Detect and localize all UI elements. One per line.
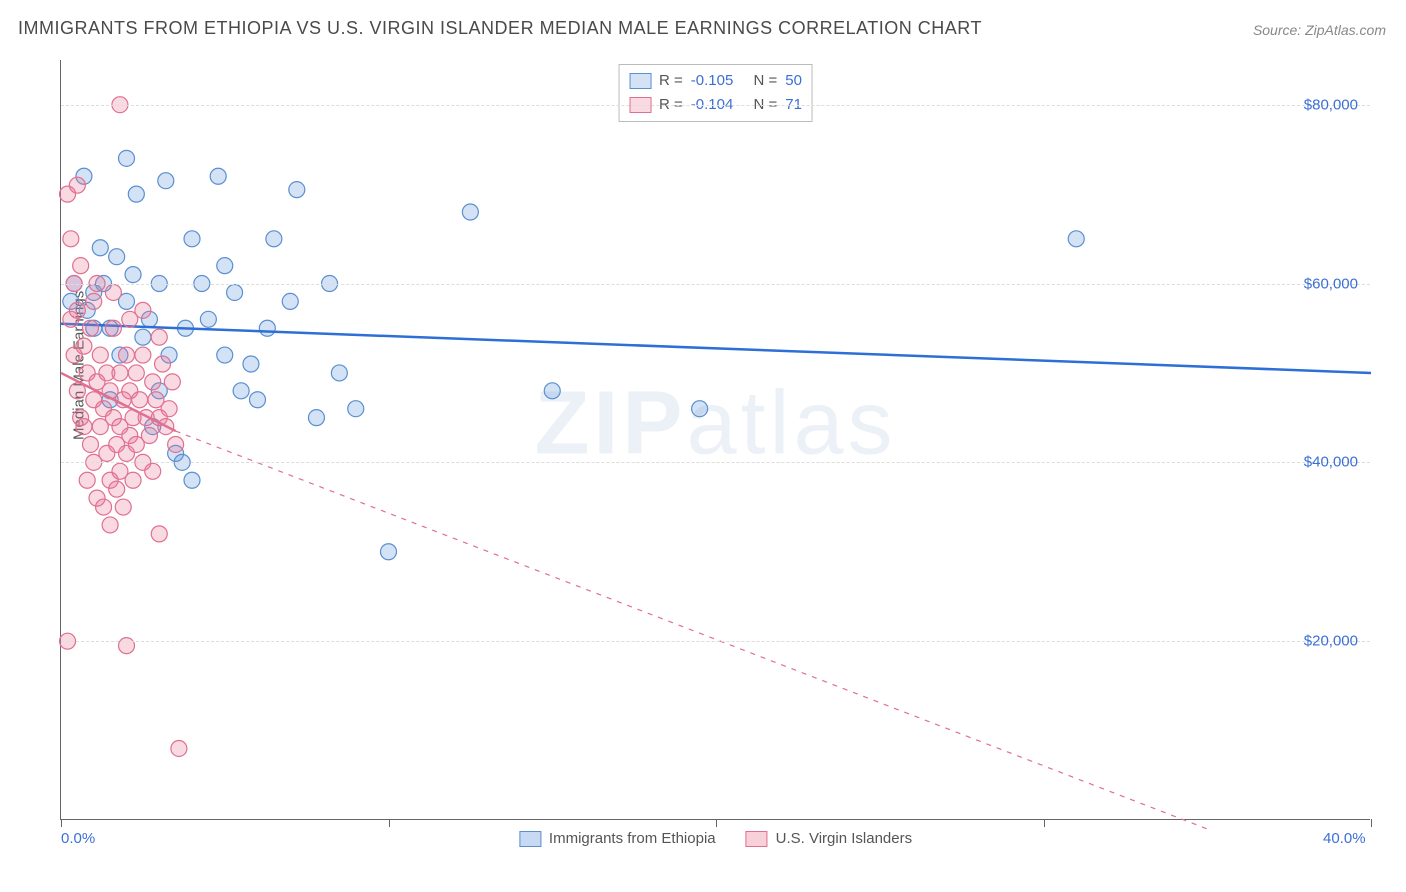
scatter-point <box>132 392 148 408</box>
scatter-point <box>151 329 167 345</box>
scatter-point <box>92 347 108 363</box>
scatter-point <box>1068 231 1084 247</box>
x-tick-label: 0.0% <box>61 830 95 847</box>
legend-item-2: U.S. Virgin Islanders <box>746 830 912 847</box>
gridline-h <box>61 284 1370 285</box>
scatter-point <box>151 526 167 542</box>
scatter-point <box>381 544 397 560</box>
scatter-point <box>692 401 708 417</box>
scatter-point <box>227 284 243 300</box>
gridline-h <box>61 641 1370 642</box>
scatter-point <box>125 472 141 488</box>
source-attribution: Source: ZipAtlas.com <box>1253 22 1386 38</box>
scatter-point <box>200 311 216 327</box>
scatter-point <box>135 329 151 345</box>
scatter-point <box>69 177 85 193</box>
scatter-point <box>73 258 89 274</box>
x-tick <box>716 819 717 827</box>
scatter-point <box>217 258 233 274</box>
x-tick <box>1044 819 1045 827</box>
scatter-point <box>79 472 95 488</box>
y-tick-label: $40,000 <box>1304 454 1358 471</box>
x-tick <box>389 819 390 827</box>
legend-label-1: Immigrants from Ethiopia <box>549 830 716 847</box>
scatter-point <box>109 249 125 265</box>
scatter-point <box>184 472 200 488</box>
scatter-point <box>92 240 108 256</box>
scatter-point <box>128 186 144 202</box>
scatter-point <box>171 740 187 756</box>
swatch-bottom-1 <box>519 831 541 847</box>
scatter-point <box>289 182 305 198</box>
legend-label-2: U.S. Virgin Islanders <box>776 830 912 847</box>
chart-title: IMMIGRANTS FROM ETHIOPIA VS U.S. VIRGIN … <box>18 18 982 39</box>
scatter-point <box>155 356 171 372</box>
scatter-point <box>115 499 131 515</box>
scatter-point <box>119 638 135 654</box>
scatter-point <box>125 267 141 283</box>
scatter-point <box>331 365 347 381</box>
scatter-point <box>76 419 92 435</box>
x-tick-label: 40.0% <box>1323 830 1366 847</box>
trend-line-extrapolated <box>176 431 1208 829</box>
scatter-point <box>348 401 364 417</box>
scatter-point <box>141 428 157 444</box>
scatter-point <box>145 463 161 479</box>
scatter-point <box>135 302 151 318</box>
legend-series-names: Immigrants from Ethiopia U.S. Virgin Isl… <box>519 830 912 847</box>
scatter-point <box>119 347 135 363</box>
scatter-point <box>112 365 128 381</box>
scatter-point <box>161 401 177 417</box>
scatter-point <box>82 436 98 452</box>
scatter-point <box>164 374 180 390</box>
legend-item-1: Immigrants from Ethiopia <box>519 830 716 847</box>
x-tick <box>1371 819 1372 827</box>
gridline-h <box>61 105 1370 106</box>
scatter-point <box>544 383 560 399</box>
scatter-point <box>243 356 259 372</box>
scatter-point <box>145 374 161 390</box>
scatter-point <box>82 320 98 336</box>
scatter-point <box>250 392 266 408</box>
scatter-point <box>210 168 226 184</box>
scatter-point <box>119 150 135 166</box>
scatter-point <box>135 347 151 363</box>
scatter-point <box>86 293 102 309</box>
y-tick-label: $60,000 <box>1304 275 1358 292</box>
chart-plot-area: Median Male Earnings ZIPatlas R = -0.105… <box>60 60 1370 820</box>
scatter-point <box>96 499 112 515</box>
scatter-point <box>266 231 282 247</box>
scatter-point <box>217 347 233 363</box>
scatter-point <box>184 231 200 247</box>
y-tick-label: $20,000 <box>1304 633 1358 650</box>
scatter-point <box>102 517 118 533</box>
scatter-point <box>105 320 121 336</box>
scatter-point <box>259 320 275 336</box>
y-tick-label: $80,000 <box>1304 96 1358 113</box>
gridline-h <box>61 462 1370 463</box>
scatter-point <box>63 231 79 247</box>
scatter-point <box>168 436 184 452</box>
scatter-point <box>158 173 174 189</box>
scatter-svg <box>61 60 1370 819</box>
x-tick <box>61 819 62 827</box>
scatter-point <box>462 204 478 220</box>
scatter-point <box>69 302 85 318</box>
scatter-point <box>233 383 249 399</box>
scatter-point <box>308 410 324 426</box>
swatch-bottom-2 <box>746 831 768 847</box>
scatter-point <box>282 293 298 309</box>
scatter-point <box>76 338 92 354</box>
scatter-point <box>128 365 144 381</box>
scatter-point <box>109 481 125 497</box>
scatter-point <box>105 284 121 300</box>
